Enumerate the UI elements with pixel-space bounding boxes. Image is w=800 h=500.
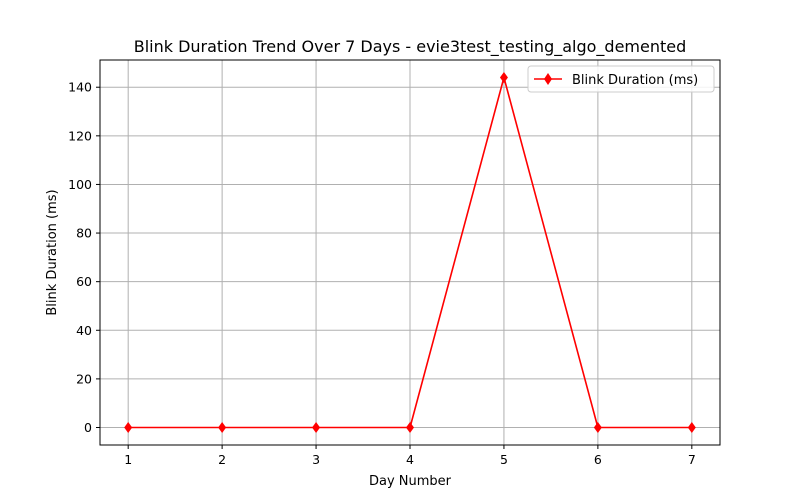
x-axis-label: Day Number (369, 474, 452, 489)
x-tick-label: 6 (594, 452, 602, 467)
chart-title: Blink Duration Trend Over 7 Days - evie3… (134, 37, 687, 57)
grid (100, 60, 720, 445)
data-point-marker (499, 72, 508, 83)
legend-label: Blink Duration (ms) (572, 73, 698, 88)
y-axis-label: Blink Duration (ms) (45, 189, 60, 315)
series-layer (124, 72, 696, 433)
y-tick-label: 0 (84, 420, 92, 435)
x-tick-label: 2 (218, 452, 226, 467)
x-tick-label: 4 (406, 452, 414, 467)
y-tick-label: 20 (76, 371, 92, 386)
x-tick-label: 3 (312, 452, 320, 467)
x-tick-label: 5 (500, 452, 508, 467)
data-point-marker (124, 422, 133, 433)
data-point-marker (593, 422, 602, 433)
data-point-marker (406, 422, 414, 433)
y-tick-label: 140 (68, 80, 92, 95)
y-tick-label: 60 (76, 274, 92, 289)
x-tick-label: 7 (688, 452, 696, 467)
x-tick-label: 1 (124, 452, 132, 467)
y-tick-label: 100 (68, 177, 92, 192)
legend-marker-swatch (544, 73, 552, 85)
y-tick-label: 40 (76, 323, 92, 338)
legend-box (527, 65, 715, 93)
ticks: 1 2 3 4 5 6 7 0 20 40 60 80 100 120 140 (68, 80, 696, 467)
data-point-marker (687, 422, 696, 433)
legend: Blink Duration (ms) (527, 65, 715, 93)
y-tick-label: 80 (76, 226, 92, 241)
data-point-marker (312, 422, 321, 433)
y-tick-label: 120 (68, 128, 92, 143)
data-point-marker (218, 422, 227, 433)
